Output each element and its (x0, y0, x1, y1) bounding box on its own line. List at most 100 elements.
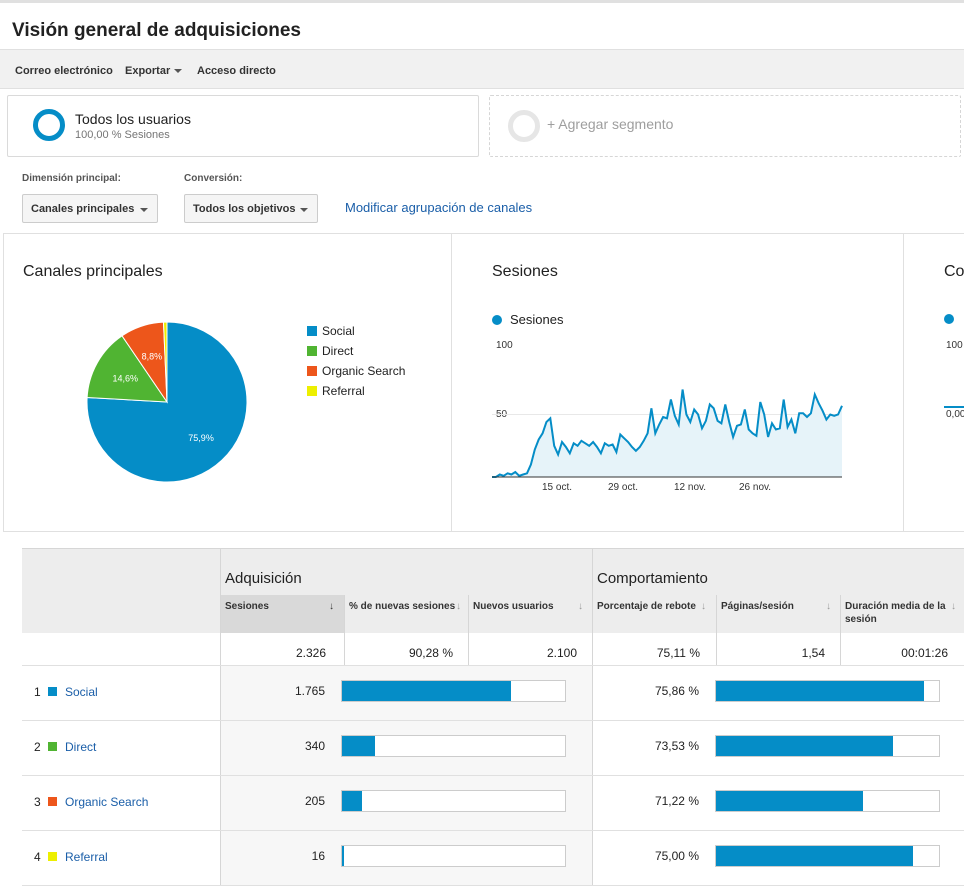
column-new-users[interactable]: Nuevos usuarios ↓ (473, 600, 589, 613)
row-color-swatch (48, 687, 57, 696)
conversion-dropdown[interactable]: Todos los objetivos (184, 194, 318, 223)
row-number: 4 (34, 850, 41, 864)
sessions-bar-fill (342, 791, 362, 811)
sessions-area-fill (492, 389, 842, 477)
add-segment-button[interactable]: + Agregar segmento (489, 95, 961, 157)
chevron-down-icon (300, 208, 308, 212)
email-button[interactable]: Correo electrónico (15, 65, 113, 77)
series-name: Sesiones (510, 312, 564, 327)
row-channel-link[interactable]: Direct (65, 740, 97, 754)
row-color-swatch (48, 742, 57, 751)
row-sessions: 340 (304, 739, 325, 753)
export-button[interactable]: Exportar (125, 65, 183, 77)
active-sort-column (220, 595, 344, 633)
column-divider (716, 595, 717, 666)
chevron-down-icon (174, 69, 183, 74)
column-divider (592, 548, 593, 886)
bounce-bar (715, 680, 940, 702)
conversion-value: Todos los objetivos (193, 203, 296, 215)
y-tick-label: 0,00 (946, 409, 964, 420)
pie-slice-label: 8,8% (142, 351, 163, 361)
x-tick-label: 15 oct. (542, 482, 573, 493)
column-divider (220, 548, 221, 886)
row-sessions: 205 (304, 794, 325, 808)
primary-dimension-dropdown[interactable]: Canales principales (22, 194, 158, 223)
x-tick-label: 26 nov. (739, 482, 772, 493)
legend-swatch (307, 366, 317, 376)
row-divider (22, 775, 964, 776)
legend-swatch (307, 386, 317, 396)
overview-panels (3, 233, 964, 532)
legend-swatch (307, 326, 317, 336)
total-new-users: 2.100 (546, 646, 577, 660)
column-header-row (344, 595, 964, 633)
column-label: % de nuevas sesiones (349, 601, 456, 612)
sessions-area-chart[interactable] (492, 350, 844, 480)
panel-divider (451, 233, 452, 532)
bounce-bar (715, 790, 940, 812)
segment-all-users[interactable]: Todos los usuarios 100,00 % Sesiones (7, 95, 479, 157)
sort-arrow-icon: ↓ (701, 601, 706, 612)
export-label: Exportar (125, 65, 171, 77)
column-label: Páginas/sesión (721, 601, 794, 612)
column-avg-duration[interactable]: Duración media de la sesión ↓ (845, 600, 962, 626)
primary-dimension-label: Dimensión principal: (22, 173, 121, 184)
row-divider (22, 720, 964, 721)
legend-item[interactable]: Referral (307, 384, 365, 398)
column-pages-session[interactable]: Páginas/sesión ↓ (721, 600, 837, 613)
report-toolbar: Correo electrónico Exportar Acceso direc… (0, 49, 964, 89)
channels-panel-title: Canales principales (23, 263, 163, 280)
series-dot (492, 315, 502, 325)
behavior-group-header: Comportamiento (597, 570, 708, 587)
row-channel-link[interactable]: Referral (65, 850, 108, 864)
pie-slice-direct[interactable] (86, 335, 168, 403)
segment-sessions: 100,00 % Sesiones (75, 129, 170, 141)
row-bounce-rate: 75,86 % (654, 684, 699, 698)
legend-item[interactable]: Organic Search (307, 364, 405, 378)
bounce-bar-fill (716, 791, 864, 811)
row-color-swatch (48, 852, 57, 861)
sessions-bar (341, 735, 566, 757)
third-chart-line (944, 406, 964, 408)
y-tick-label: 100 (946, 340, 963, 351)
row-channel-link[interactable]: Organic Search (65, 795, 149, 809)
legend-label: Direct (322, 344, 354, 358)
bounce-bar (715, 735, 940, 757)
row-channel-link[interactable]: Social (65, 685, 98, 699)
row-bounce-rate: 75,00 % (654, 849, 699, 863)
totals-label-cell (22, 633, 220, 666)
sessions-series-line[interactable] (492, 389, 843, 478)
row-divider (22, 548, 964, 549)
total-avg-duration: 00:01:26 (901, 646, 948, 660)
bounce-bar-fill (716, 736, 894, 756)
empty-segment-ring-icon (508, 110, 540, 142)
pie-slice-referral[interactable] (162, 321, 168, 403)
sort-arrow-icon: ↓ (578, 601, 583, 612)
modify-channel-grouping-link[interactable]: Modificar agrupación de canales (345, 200, 533, 215)
row-bounce-rate: 71,22 % (654, 794, 699, 808)
channels-pie-chart[interactable]: 75,9% 14,6% 8,8% (82, 317, 252, 487)
row-sessions: 1.765 (294, 684, 325, 698)
segment-name: Todos los usuarios (75, 111, 191, 127)
column-bounce-rate[interactable]: Porcentaje de rebote ↓ (597, 600, 712, 613)
legend-item[interactable]: Direct (307, 344, 353, 358)
total-bounce-rate: 75,11 % (656, 646, 700, 660)
sessions-bar (341, 790, 566, 812)
row-number: 2 (34, 740, 41, 754)
chevron-down-icon (140, 208, 148, 212)
sort-arrow-icon: ↓ (329, 601, 334, 612)
column-sessions[interactable]: Sesiones ↓ (225, 600, 340, 613)
legend-item[interactable]: Social (307, 324, 355, 338)
conversion-label: Conversión: (184, 173, 243, 184)
sessions-panel-title: Sesiones (492, 263, 558, 280)
total-new-sessions: 90,28 % (408, 646, 453, 660)
column-divider (840, 595, 841, 666)
bounce-bar-fill (716, 846, 913, 866)
legend-swatch (307, 346, 317, 356)
shortcut-button[interactable]: Acceso directo (197, 65, 276, 77)
third-panel-title: Co (944, 263, 964, 280)
column-label: Nuevos usuarios (473, 601, 554, 612)
column-new-sessions[interactable]: % de nuevas sesiones ↓ (349, 600, 467, 613)
primary-dimension-value: Canales principales (31, 203, 135, 215)
column-label: Duración media de la sesión (845, 601, 946, 625)
